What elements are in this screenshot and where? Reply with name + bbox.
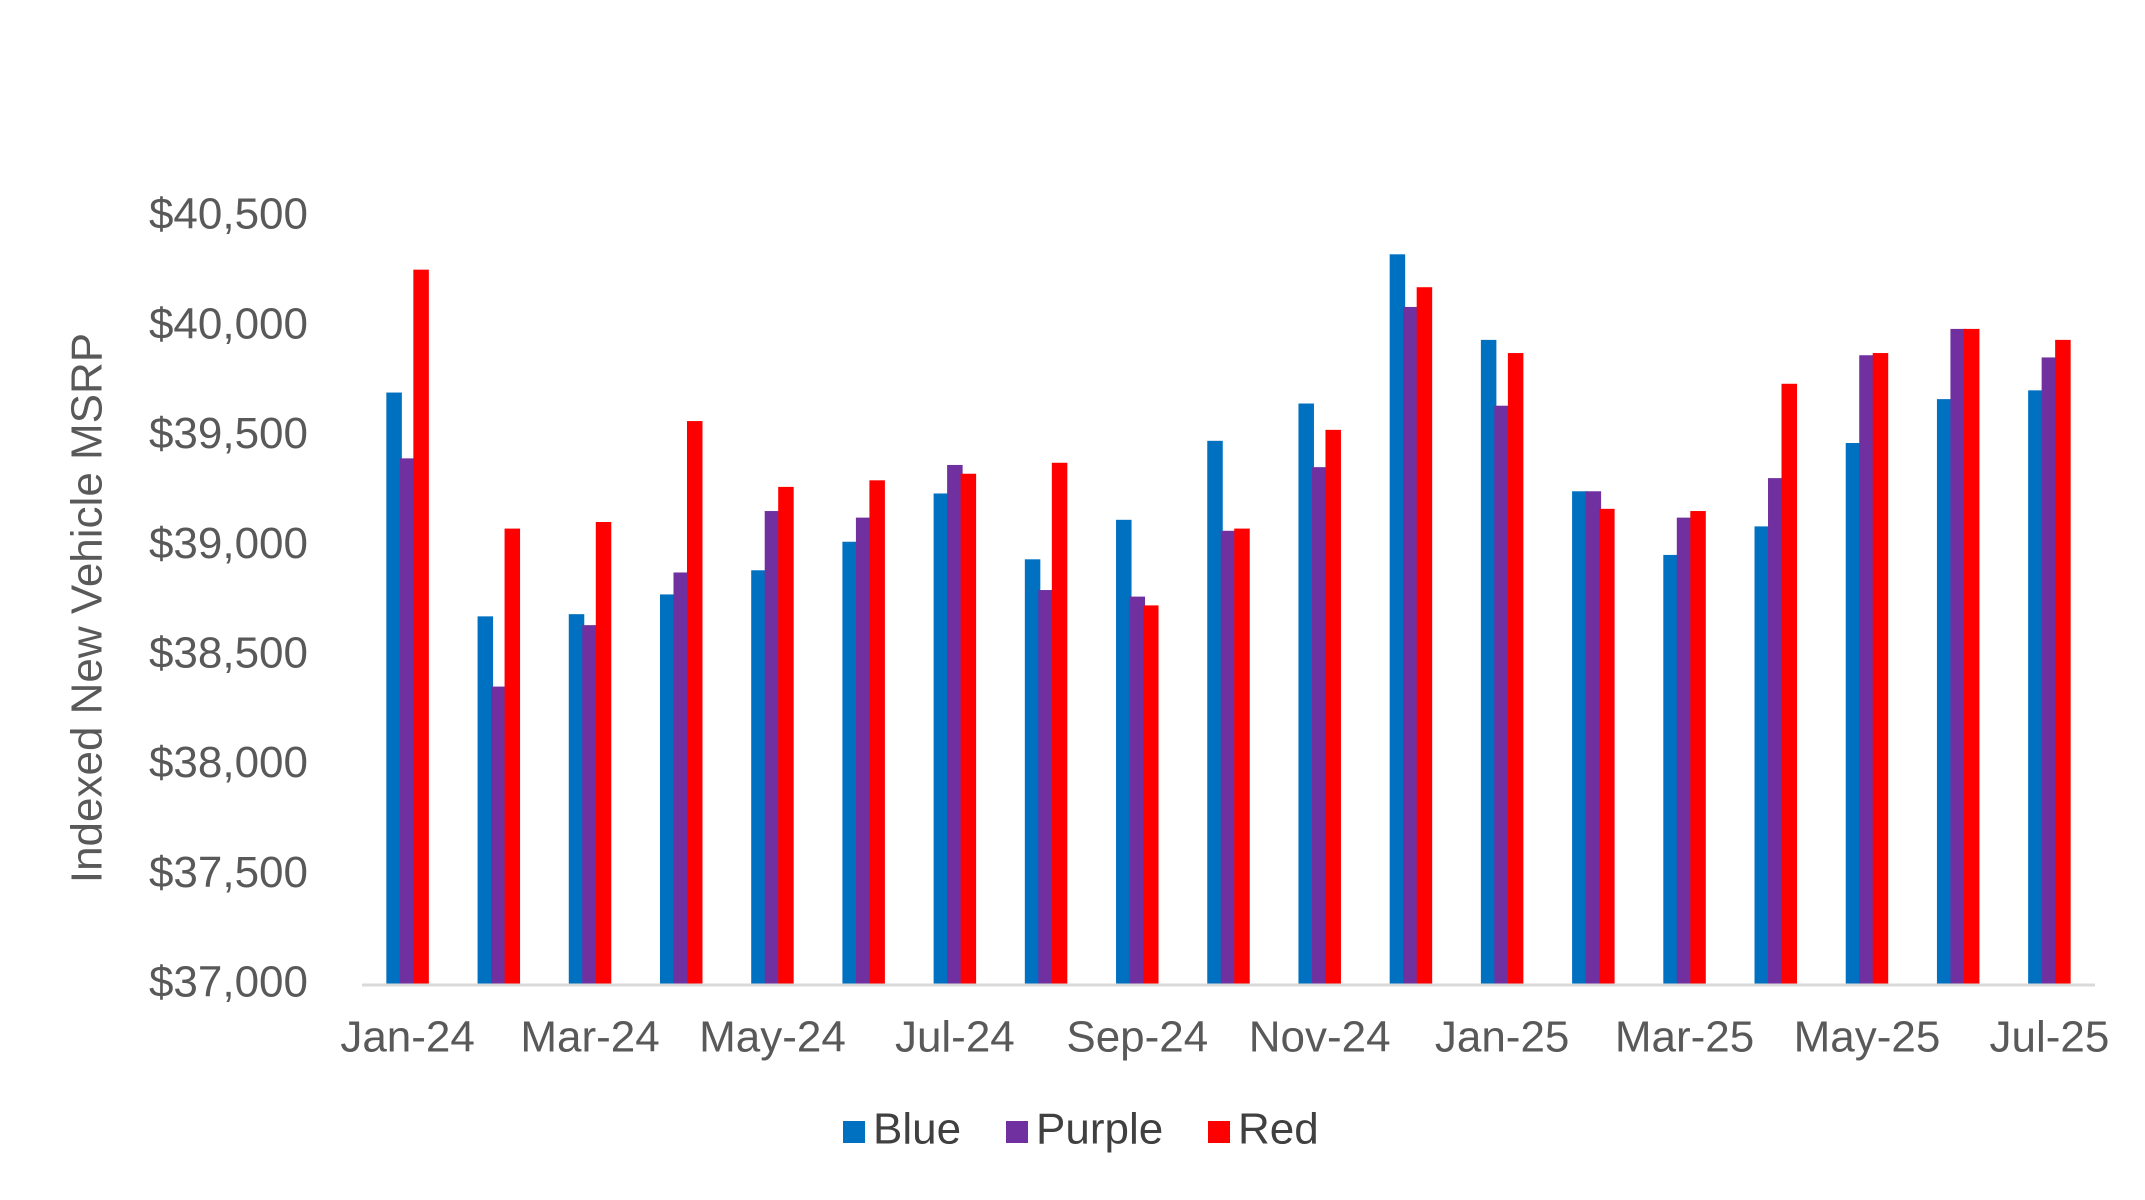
bar-red [869,480,885,985]
y-tick-label: $37,500 [149,848,308,897]
legend-label-purple: Purple [1036,1105,1163,1154]
bar-red [1234,528,1250,985]
y-axis-ticks: $37,000 $37,500 $38,000 $38,500 $39,000 $39,5… [149,190,308,1007]
y-tick-label: $37,000 [149,958,308,1007]
bar-blue [1845,443,1862,985]
bars [386,254,2071,986]
bar-blue [1754,526,1771,985]
x-axis-ticks: Jan-24 Mar-24 May-24 Jul-24 Sep-24 Nov-24 Jan-… [340,1013,2109,1062]
bar-purple [1859,355,1875,985]
bar-red [960,473,977,985]
x-tick-label: Mar-24 [520,1013,659,1062]
legend-swatch-blue [843,1121,865,1143]
bar-red [595,522,612,985]
bar-blue [1298,403,1314,985]
bar-blue [1936,399,1953,985]
bar-purple [947,464,963,985]
y-tick-label: $40,500 [149,190,308,239]
bar-red [1690,511,1706,985]
legend-label-red: Red [1238,1105,1319,1154]
bar-blue [751,570,767,985]
bar-red [2055,339,2071,985]
bar-blue [1572,491,1588,985]
legend: Blue Purple Red [843,1105,1319,1154]
bar-purple [1129,596,1146,985]
bar-blue [477,616,494,985]
bar-purple [1768,478,1784,985]
bar-red [1051,462,1068,985]
bar-blue [1480,339,1497,985]
bar-red [1599,508,1615,985]
bar-purple [673,572,689,985]
bar-blue [1024,559,1041,985]
bar-blue [568,614,585,985]
bar-purple [1038,590,1054,985]
bar-red [1507,353,1524,985]
legend-swatch-red [1208,1121,1230,1143]
bar-red [1872,353,1889,985]
y-tick-label: $38,500 [149,628,308,677]
bar-blue [842,541,858,985]
y-axis-title: Indexed New Vehicle MSRP [63,333,112,883]
y-tick-label: $40,000 [149,299,308,348]
x-tick-label: Jan-24 [340,1013,475,1062]
bar-purple [764,511,781,985]
bar-red [413,269,429,986]
bar-blue [386,392,402,985]
legend-label-blue: Blue [873,1105,961,1154]
bar-blue [659,594,676,985]
x-tick-label: May-24 [699,1013,846,1062]
bar-blue [2028,390,2044,985]
legend-swatch-purple [1006,1121,1028,1143]
bar-red [1143,605,1159,985]
bar-blue [1389,254,1406,985]
x-tick-label: May-25 [1794,1013,1941,1062]
bar-blue [1663,554,1679,985]
y-tick-label: $38,000 [149,738,308,787]
y-tick-label: $39,500 [149,409,308,458]
bar-red [686,421,703,985]
x-tick-label: Nov-24 [1249,1013,1391,1062]
bar-blue [1207,440,1223,985]
bar-red [1963,328,1980,985]
x-tick-label: Mar-25 [1615,1013,1754,1062]
x-tick-label: Jan-25 [1435,1013,1570,1062]
bar-purple [582,625,598,985]
bar-purple [1676,517,1693,985]
y-tick-label: $39,000 [149,519,308,568]
bar-purple [399,458,416,985]
x-tick-label: Jul-24 [895,1013,1015,1062]
bar-purple [2041,357,2058,985]
bar-purple [1494,405,1510,985]
x-tick-label: Jul-25 [1989,1013,2109,1062]
bar-red [778,486,794,985]
x-tick-label: Sep-24 [1066,1013,1208,1062]
bar-red [1781,383,1798,985]
bar-purple [1585,491,1602,985]
bar-purple [1311,467,1328,985]
bar-red [1416,287,1433,985]
bar-purple [1950,328,1966,985]
bar-blue [933,493,950,985]
bar-red [1325,429,1341,985]
bar-purple [1403,306,1419,986]
bar-purple [855,517,872,985]
bar-red [504,528,521,985]
bar-purple [491,686,507,985]
bar-purple [1220,530,1237,985]
bar-blue [1116,519,1132,985]
